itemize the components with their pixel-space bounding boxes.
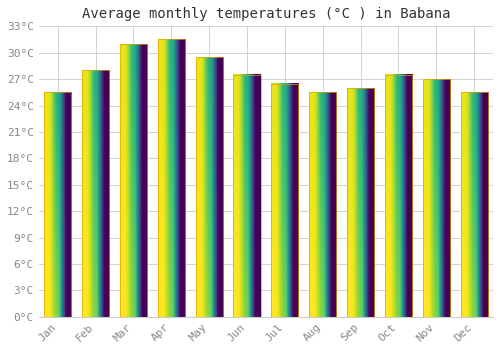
Title: Average monthly temperatures (°C ) in Babana: Average monthly temperatures (°C ) in Ba… (82, 7, 450, 21)
